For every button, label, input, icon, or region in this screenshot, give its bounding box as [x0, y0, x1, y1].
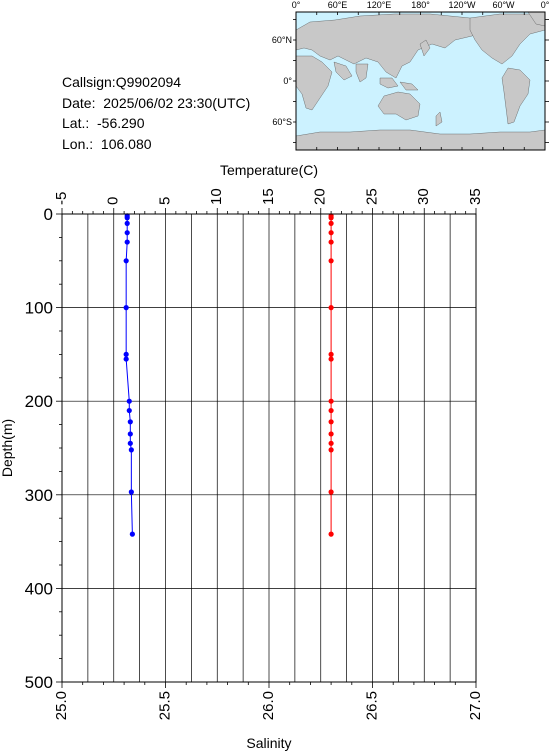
- temperature-point: [124, 239, 130, 245]
- map-lat-label: 60°S: [272, 117, 292, 127]
- top-tick-label: 30: [415, 188, 432, 205]
- temperature-point: [124, 215, 130, 221]
- bottom-tick-label: 26.5: [363, 691, 380, 720]
- temperature-point: [127, 431, 133, 437]
- salinity-point: [328, 351, 334, 357]
- map-lon-label: 120°W: [448, 0, 476, 10]
- temperature-point: [123, 258, 129, 264]
- top-tick-label: 20: [312, 188, 329, 205]
- salinity-point: [328, 258, 334, 264]
- depth-tick-label: 200: [25, 392, 53, 411]
- top-tick-label: 0: [105, 197, 122, 205]
- depth-tick-label: 100: [25, 299, 53, 318]
- bottom-tick-label: 26.0: [260, 691, 277, 720]
- salinity-point: [328, 440, 334, 446]
- map-lat-label: 0°: [283, 76, 292, 86]
- top-tick-label: 5: [156, 197, 173, 205]
- salinity-point: [328, 398, 334, 404]
- top-tick-label: -5: [53, 192, 70, 205]
- bottom-tick-label: 25.5: [156, 691, 173, 720]
- latitude-text: Lat.: -56.290: [62, 115, 145, 131]
- salinity-point: [328, 447, 334, 453]
- salinity-point: [328, 431, 334, 437]
- salinity-point: [328, 356, 334, 362]
- salinity-point: [328, 305, 334, 311]
- float-info: Callsign:Q9902094 Date: 2025/06/02 23:30…: [62, 72, 250, 154]
- top-tick-label: 35: [467, 188, 484, 205]
- map-lon-label: 60°W: [492, 0, 515, 10]
- map-lon-label: 60°E: [328, 0, 348, 10]
- date-text: Date: 2025/06/02 23:30(UTC): [62, 94, 251, 111]
- y-axis-title: Depth(m): [0, 419, 15, 477]
- salinity-point: [328, 230, 334, 236]
- depth-tick-label: 400: [25, 579, 53, 598]
- salinity-point: [328, 407, 334, 414]
- temperature-point: [128, 489, 134, 495]
- temperature-point: [124, 230, 130, 236]
- longitude-text: Lon.: 106.080: [62, 135, 152, 152]
- map-lon-label: 0°: [292, 0, 301, 10]
- map-lon-label: 180°: [411, 0, 430, 10]
- map-lon-label: 0°: [541, 0, 550, 10]
- bottom-tick-label: 25.0: [53, 691, 70, 720]
- top-tick-label: 10: [208, 188, 225, 205]
- temperature-point: [124, 220, 130, 226]
- depth-tick-label: 0: [44, 205, 53, 224]
- salinity-point: [328, 215, 334, 221]
- map-lon-label: 120°E: [367, 0, 392, 10]
- temperature-point: [123, 356, 129, 362]
- temperature-point: [123, 305, 129, 311]
- temperature-point: [127, 419, 133, 425]
- salinity-point: [328, 489, 334, 495]
- callsign-text: Callsign:Q9902094: [62, 74, 182, 90]
- salinity-point: [328, 239, 334, 245]
- salinity-point: [328, 531, 334, 537]
- temperature-point: [123, 351, 129, 357]
- temperature-point: [126, 398, 132, 404]
- bottom-axis-title: Salinity: [246, 735, 291, 751]
- temperature-point: [126, 407, 132, 414]
- salinity-point: [328, 419, 334, 425]
- top-tick-label: 15: [260, 188, 277, 205]
- depth-tick-label: 300: [25, 486, 53, 505]
- map-land: [296, 12, 545, 150]
- bottom-tick-label: 27.0: [467, 691, 484, 720]
- temperature-point: [129, 531, 135, 537]
- temperature-point: [127, 440, 133, 446]
- top-tick-label: 25: [363, 188, 380, 205]
- top-axis-title: Temperature(C): [220, 162, 318, 178]
- depth-tick-label: 500: [25, 673, 53, 692]
- map-lat-label: 60°N: [272, 35, 292, 45]
- temperature-point: [128, 447, 134, 453]
- salinity-point: [328, 220, 334, 226]
